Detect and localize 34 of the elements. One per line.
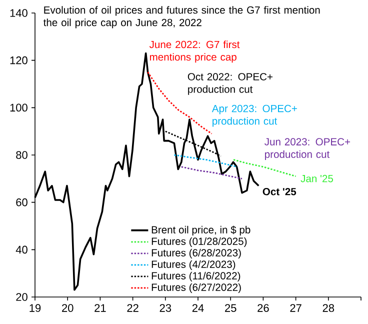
annotation: Oct '25 xyxy=(262,188,296,196)
legend-label: Brent oil price, in $ pb xyxy=(152,226,250,236)
x-tick-label: 25 xyxy=(225,304,236,312)
x-tick-label: 21 xyxy=(94,304,106,312)
y-tick-label: 140 xyxy=(10,9,28,17)
x-tick-label: 20 xyxy=(62,304,74,312)
x-tick-label: 19 xyxy=(30,304,41,312)
x-tick-label: 22 xyxy=(127,304,138,312)
x-tick-label: 26 xyxy=(258,304,269,312)
legend-label: Futures (11/6/2022) xyxy=(152,272,240,282)
annotation: Oct 2022: OPEC+ production cut xyxy=(188,73,273,95)
y-tick-label: 80 xyxy=(16,151,28,159)
chart-title: Evolution of oil prices and futures since the G7 first mention the oil price cap on June 28, 2022 xyxy=(44,6,320,28)
x-tick-label: 27 xyxy=(290,304,302,312)
legend-label: Futures (6/28/2023) xyxy=(152,248,241,258)
y-tick-label: 60 xyxy=(16,198,28,206)
x-tick-label: 23 xyxy=(160,304,172,312)
annotation: Apr 2023: OPEC+ production cut xyxy=(212,104,297,127)
y-tick-label: 100 xyxy=(10,104,28,112)
y-tick-label: 120 xyxy=(10,56,28,64)
x-tick-label: 24 xyxy=(192,304,204,312)
legend-label: Futures (6/27/2022) xyxy=(152,283,241,293)
legend-label: Futures (01/28/2025) xyxy=(152,237,247,247)
y-tick-label: 40 xyxy=(16,246,28,254)
legend-label: Futures (4/2/2023) xyxy=(152,260,236,270)
x-tick-label: 28 xyxy=(322,304,334,312)
annotation: Jun 2023: OPEC+ production cut xyxy=(264,138,350,160)
line-series xyxy=(164,130,222,157)
line-series xyxy=(180,166,243,180)
line-series xyxy=(174,154,238,168)
line-series xyxy=(232,159,296,177)
y-tick-label: 20 xyxy=(16,293,28,301)
annotation: Jan '25 xyxy=(300,174,334,182)
annotation: June 2022: G7 first mentions price cap xyxy=(149,40,240,63)
